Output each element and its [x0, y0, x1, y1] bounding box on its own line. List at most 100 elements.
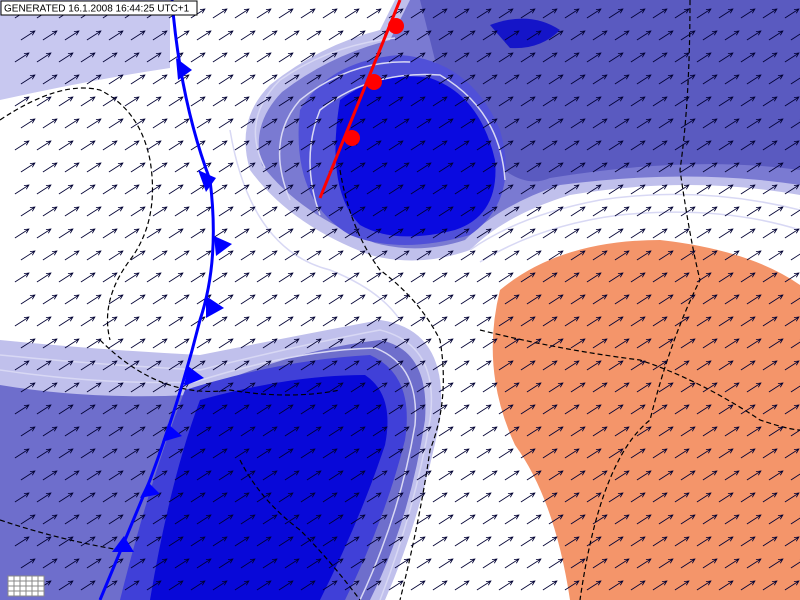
wind-arrow — [108, 470, 124, 481]
wind-arrow — [388, 448, 404, 459]
wind-arrow — [256, 272, 272, 283]
wind-arrow — [740, 52, 756, 63]
wind-arrow — [278, 536, 294, 547]
wind-arrow — [790, 251, 800, 261]
wind-arrow — [372, 470, 388, 481]
cold-front — [98, 0, 215, 600]
wind-arrow — [328, 470, 344, 481]
wind-arrows — [14, 8, 800, 591]
wind-arrow — [196, 558, 212, 569]
wind-arrow — [36, 184, 52, 195]
wind-arrow — [300, 580, 316, 591]
wind-arrow — [372, 558, 388, 569]
wind-arrow — [58, 228, 74, 239]
wind-arrow — [564, 492, 580, 503]
wind-arrow — [702, 294, 718, 305]
wind-arrow — [740, 316, 756, 327]
wind-arrow — [674, 316, 690, 327]
wind-arrow — [366, 96, 382, 107]
wind-arrow — [58, 140, 74, 151]
wind-arrow — [328, 30, 344, 41]
wind-arrow — [652, 52, 668, 63]
wind-arrow — [680, 426, 696, 437]
wind-arrow — [608, 140, 624, 151]
wind-arrow — [108, 514, 124, 525]
wind-arrow — [586, 184, 602, 195]
wind-arrow — [394, 382, 410, 393]
wind-arrow — [86, 30, 102, 41]
wind-arrow — [438, 426, 454, 437]
wind-arrow — [256, 96, 272, 107]
wind-arrow — [218, 294, 234, 305]
wind-arrow — [586, 8, 602, 19]
wind-arrow — [432, 448, 448, 459]
wind-arrow — [614, 206, 630, 217]
wind-arrow — [86, 470, 102, 481]
wind-arrow — [784, 536, 800, 547]
wind-arrow — [526, 74, 542, 85]
wind-arrow — [410, 580, 426, 591]
wind-arrow — [520, 536, 536, 547]
wind-arrow — [702, 338, 718, 349]
wind-arrow — [454, 140, 470, 151]
wind-arrow — [548, 74, 564, 85]
wind-arrow — [432, 316, 448, 327]
wind-arrow — [174, 250, 190, 261]
wind-arrow — [124, 492, 140, 503]
wind-arrow — [20, 206, 36, 217]
wind-arrow — [190, 272, 206, 283]
wind-arrow — [152, 294, 168, 305]
wind-arrow — [328, 206, 344, 217]
wind-arrow — [350, 118, 366, 129]
wind-arrow — [790, 427, 800, 437]
wind-arrow — [196, 206, 212, 217]
wind-arrow — [36, 448, 52, 459]
wind-arrow — [498, 184, 514, 195]
wind-arrow — [608, 404, 624, 415]
wind-arrow — [460, 294, 476, 305]
wind-arrow — [570, 338, 586, 349]
wind-arrow — [284, 74, 300, 85]
wind-arrow — [498, 404, 514, 415]
wind-arrow — [784, 8, 800, 19]
wind-arrow — [718, 580, 734, 591]
wind-arrow — [630, 272, 646, 283]
wind-arrow — [614, 294, 630, 305]
wind-arrow — [372, 382, 388, 393]
wind-arrow — [696, 580, 712, 591]
wind-arrow — [740, 8, 756, 19]
wind-arrow — [746, 294, 762, 305]
wind-arrow — [790, 383, 800, 393]
wind-arrow — [80, 228, 96, 239]
wind-arrow — [20, 426, 36, 437]
wind-arrow — [608, 8, 624, 19]
wind-arrow — [614, 250, 630, 261]
wind-arrow — [614, 514, 630, 525]
wind-arrow — [548, 30, 564, 41]
wind-arrow — [432, 272, 448, 283]
wind-arrow — [124, 360, 140, 371]
wind-arrow — [20, 470, 36, 481]
wind-arrow — [718, 228, 734, 239]
wind-arrow — [306, 426, 322, 437]
wind-arrow — [240, 558, 256, 569]
wind-arrow — [746, 558, 762, 569]
wind-arrow — [218, 514, 234, 525]
wind-arrow — [630, 96, 646, 107]
wind-arrow — [674, 360, 690, 371]
wind-arrow — [636, 250, 652, 261]
wind-arrow — [702, 206, 718, 217]
wind-arrow — [190, 404, 206, 415]
front-triangle — [112, 536, 134, 552]
wind-arrow — [542, 492, 558, 503]
wind-arrow — [168, 272, 184, 283]
wind-arrow — [696, 360, 712, 371]
wind-arrow — [630, 492, 646, 503]
wind-arrow — [636, 426, 652, 437]
wind-arrow — [740, 360, 756, 371]
wind-arrow — [674, 140, 690, 151]
precip-core — [335, 76, 496, 237]
wind-arrow — [410, 272, 426, 283]
wind-arrow — [542, 8, 558, 19]
